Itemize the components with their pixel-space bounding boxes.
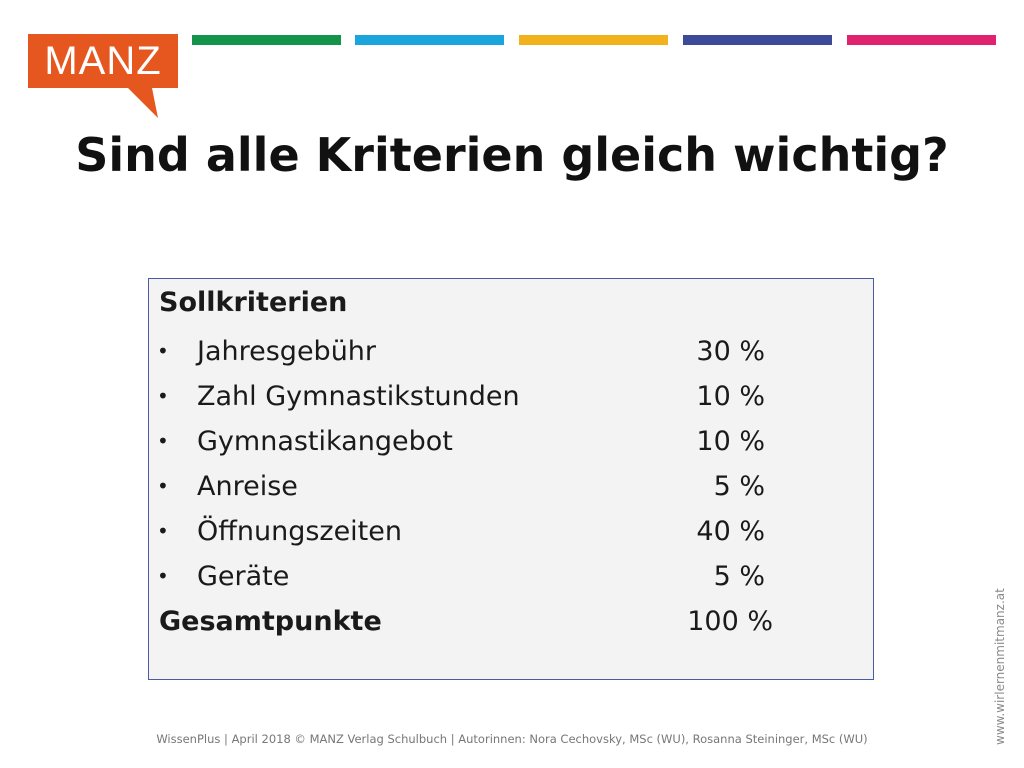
- manz-logo: MANZ: [28, 34, 178, 120]
- criterion-weight: 30 %: [696, 336, 765, 367]
- total-value: 100 %: [687, 606, 773, 637]
- bullet-icon: •: [157, 339, 169, 363]
- bullet-icon: •: [157, 564, 169, 588]
- list-item: • Zahl Gymnastikstunden 10 %: [149, 374, 873, 419]
- list-item: • Geräte 5 %: [149, 554, 873, 599]
- criteria-box: Sollkriterien • Jahresgebühr 30 % • Zahl…: [148, 278, 874, 680]
- stripe-magenta: [847, 35, 996, 45]
- criterion-weight: 10 %: [696, 381, 765, 412]
- footer-credits: WissenPlus | April 2018 © MANZ Verlag Sc…: [156, 732, 868, 746]
- criterion-label: Gymnastikangebot: [197, 426, 453, 457]
- list-item: • Jahresgebühr 30 %: [149, 329, 873, 374]
- total-row: Gesamtpunkte 100 %: [149, 599, 873, 644]
- criterion-label: Geräte: [197, 561, 290, 592]
- criterion-label: Anreise: [197, 471, 298, 502]
- bullet-icon: •: [157, 519, 169, 543]
- criterion-label: Öffnungszeiten: [197, 516, 402, 547]
- color-stripes: [192, 35, 997, 45]
- criterion-weight: 5 %: [713, 471, 765, 502]
- slide-title: Sind alle Kriterien gleich wichtig?: [75, 128, 949, 182]
- stripe-cyan: [355, 35, 504, 45]
- stripe-yellow: [519, 35, 668, 45]
- criterion-label: Zahl Gymnastikstunden: [197, 381, 520, 412]
- list-item: • Anreise 5 %: [149, 464, 873, 509]
- list-item: • Gymnastikangebot 10 %: [149, 419, 873, 464]
- bullet-icon: •: [157, 429, 169, 453]
- stripe-blue: [683, 35, 832, 45]
- logo-text: MANZ: [44, 39, 162, 83]
- criterion-label: Jahresgebühr: [197, 336, 377, 367]
- list-item: • Öffnungszeiten 40 %: [149, 509, 873, 554]
- bullet-icon: •: [157, 474, 169, 498]
- logo-speech-bubble: [28, 34, 178, 118]
- criteria-list: • Jahresgebühr 30 % • Zahl Gymnastikstun…: [149, 329, 873, 599]
- total-label: Gesamtpunkte: [159, 606, 382, 637]
- side-url: www.wirlernenmitmanz.at: [993, 588, 1007, 745]
- criterion-weight: 40 %: [696, 516, 765, 547]
- stripe-green: [192, 35, 341, 45]
- bullet-icon: •: [157, 384, 169, 408]
- criterion-weight: 10 %: [696, 426, 765, 457]
- box-heading: Sollkriterien: [159, 287, 348, 318]
- criterion-weight: 5 %: [713, 561, 765, 592]
